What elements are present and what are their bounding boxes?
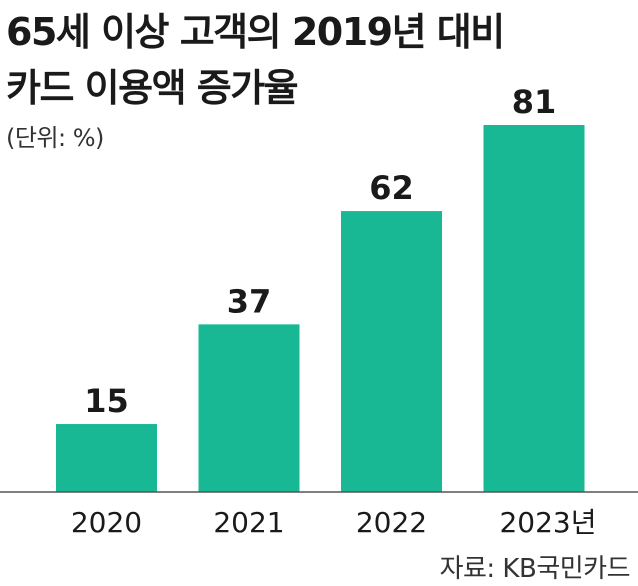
data-label-2020: 15 bbox=[84, 382, 129, 420]
chart-title: 65세 이상 고객의 2019년 대비 카드 이용액 증가율 bbox=[6, 4, 505, 116]
data-label-2023년: 81 bbox=[512, 83, 557, 121]
data-label-2021: 37 bbox=[227, 282, 272, 320]
chart-title-line-2: 카드 이용액 증가율 bbox=[6, 66, 299, 110]
bar-2020 bbox=[56, 424, 157, 492]
x-tick-label-2022: 2022 bbox=[356, 506, 427, 539]
bar-2021 bbox=[198, 324, 300, 492]
bar-2022 bbox=[341, 211, 442, 492]
bar-2023년 bbox=[483, 125, 585, 492]
source-note: 자료: KB국민카드 bbox=[439, 554, 631, 584]
x-tick-label-2023년: 2023년 bbox=[499, 506, 596, 539]
x-tick-label-2021: 2021 bbox=[213, 506, 284, 539]
chart-title-line-1: 65세 이상 고객의 2019년 대비 bbox=[6, 10, 505, 54]
unit-label: (단위: %) bbox=[6, 124, 104, 152]
data-label-2022: 62 bbox=[369, 169, 414, 207]
labels-group: 15 2020 37 2021 62 2022 81 2023년 bbox=[71, 83, 597, 539]
bars-group bbox=[56, 125, 585, 492]
x-tick-label-2020: 2020 bbox=[71, 506, 142, 539]
